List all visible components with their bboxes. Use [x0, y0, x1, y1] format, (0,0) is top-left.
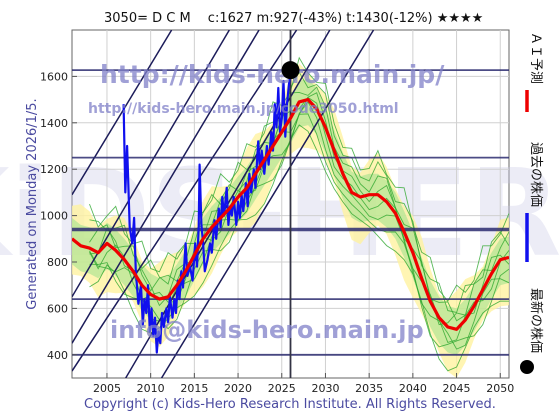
- x-tick-label: 2025: [268, 382, 296, 395]
- y-tick-label: 1000: [40, 210, 68, 223]
- y-tick-label: 600: [47, 302, 68, 315]
- chart-title: 3050= D C M c:1627 m:927(-43%) t:1430(-1…: [104, 11, 483, 26]
- copyright-footer: Copyright (c) Kids-Hero Research Institu…: [84, 397, 496, 412]
- y-tick-label: 800: [47, 256, 68, 269]
- past-price-line: [122, 69, 292, 354]
- x-tick-label: 2010: [137, 382, 165, 395]
- x-tick-label: 2030: [311, 382, 339, 395]
- watermark-email: info@kids-hero.main.jp: [110, 316, 424, 344]
- x-tick-label: 2015: [180, 382, 208, 395]
- watermark-page-url: http://kids-hero.main.jp/code3050.html: [88, 101, 399, 117]
- band-trajectory: [89, 56, 509, 302]
- legend-item: ＡＩ予測: [525, 32, 543, 112]
- x-tick-label: 2045: [443, 382, 471, 395]
- axes: 400 600 800 1000 1200 1400 1600 2005 2010 2015 202…: [40, 70, 514, 395]
- channel-line: [72, 30, 298, 372]
- channel-line: [72, 30, 260, 344]
- x-tick-label: 2040: [399, 382, 427, 395]
- watermark-url: http://kids-hero.main.jp/: [100, 60, 445, 89]
- x-tick-label: 2020: [224, 382, 252, 395]
- y-tick-label: 1200: [40, 163, 68, 176]
- legend-item: 過去の株価: [525, 142, 543, 262]
- price-series: [72, 69, 509, 354]
- x-tick-label: 2035: [355, 382, 383, 395]
- legend-label: 最新の株価: [528, 288, 544, 353]
- generated-date-label: Generated on Monday 2026/1/5.: [25, 98, 40, 309]
- legend-label: ＡＩ予測: [528, 32, 543, 84]
- legend-item: 最新の株価: [520, 288, 544, 374]
- legend-swatch: [520, 360, 534, 374]
- band-trajectory: [89, 86, 509, 322]
- y-tick-label: 1400: [40, 117, 68, 130]
- y-tick-label: 400: [47, 349, 68, 362]
- ai-forecast-line: [72, 98, 509, 331]
- channel-line: [72, 30, 173, 196]
- latest-price-dot: [281, 61, 300, 80]
- latest-marker-layer: [281, 61, 300, 80]
- channel-line: [160, 30, 375, 378]
- band-trajectory: [89, 92, 509, 326]
- x-tick-label: 2050: [486, 382, 514, 395]
- y-tick-label: 1600: [40, 70, 68, 83]
- x-tick-label: 2005: [93, 382, 121, 395]
- band-trajectory: [89, 124, 509, 372]
- legend-label: 過去の株価: [528, 142, 543, 207]
